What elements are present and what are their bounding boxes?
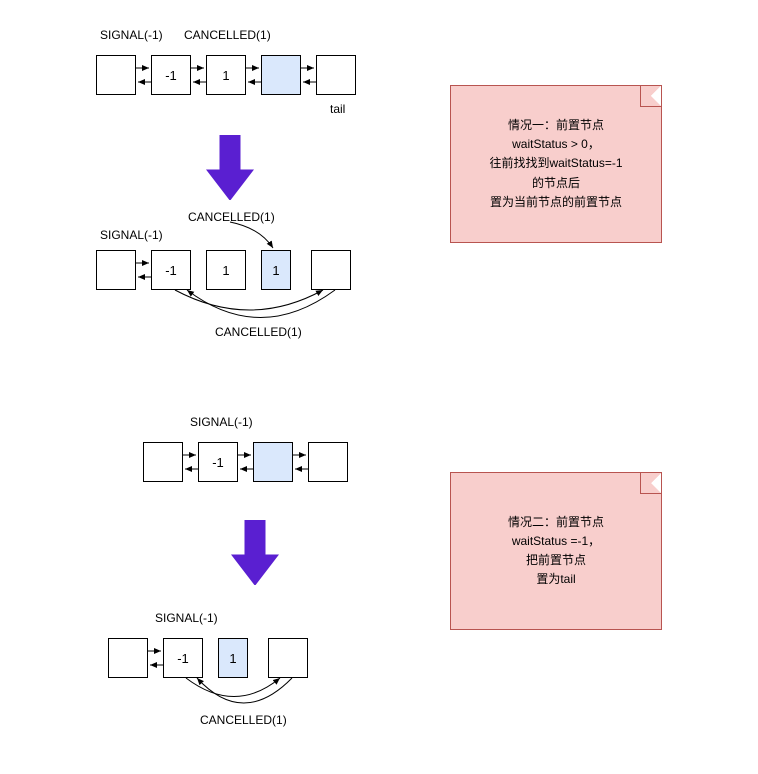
big-arrow-2 [230,520,280,585]
d1-node-4 [316,55,356,95]
d4-node-1: -1 [163,638,203,678]
signal-label-2: SIGNAL(-1) [100,228,163,242]
tail-label: tail [330,102,345,116]
d3-node-0 [143,442,183,482]
cancelled-label-2b: CANCELLED(1) [215,325,302,339]
d2-node-3: 1 [261,250,291,290]
d2-node-4 [311,250,351,290]
cancelled-label-1: CANCELLED(1) [184,28,271,42]
signal-label-3: SIGNAL(-1) [190,415,253,429]
note-case-2: 情况二：前置节点 waitStatus =-1， 把前置节点 置为tail [450,472,662,630]
d2-node-0 [96,250,136,290]
big-arrow-1 [205,135,255,200]
d3-node-2 [253,442,293,482]
d1-node-3 [261,55,301,95]
d4-node-0 [108,638,148,678]
d2-node-1: -1 [151,250,191,290]
note-case-1: 情况一：前置节点 waitStatus > 0， 往前找找到waitStatus… [450,85,662,243]
d4-node-2: 1 [218,638,248,678]
d1-node-0 [96,55,136,95]
d4-node-3 [268,638,308,678]
d2-node-2: 1 [206,250,246,290]
cancelled-label-2a: CANCELLED(1) [188,210,275,224]
cancelled-label-4: CANCELLED(1) [200,713,287,727]
signal-label-4: SIGNAL(-1) [155,611,218,625]
signal-label-1: SIGNAL(-1) [100,28,163,42]
d1-node-2: 1 [206,55,246,95]
d1-node-1: -1 [151,55,191,95]
d3-node-1: -1 [198,442,238,482]
d3-node-3 [308,442,348,482]
